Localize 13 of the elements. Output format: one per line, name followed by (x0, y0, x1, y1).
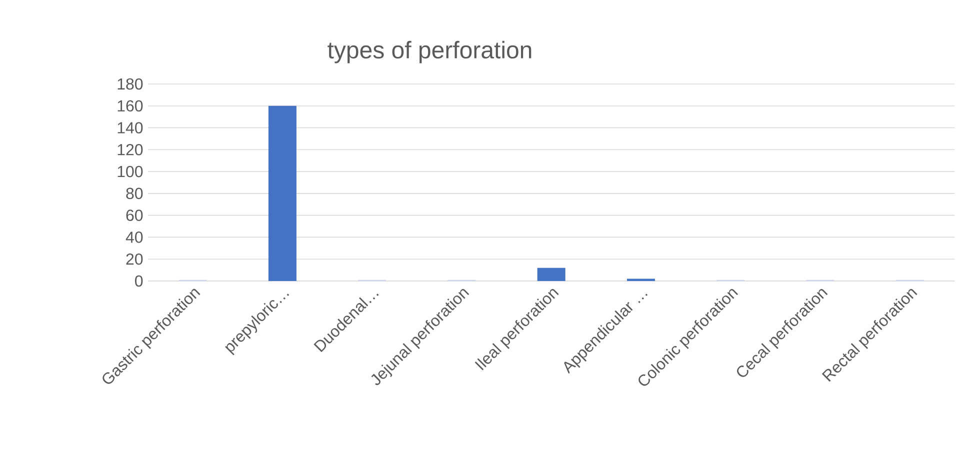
y-tick-label: 100 (118, 166, 143, 178)
y-tick-label: 20 (126, 253, 143, 265)
y-tick-label: 60 (126, 210, 143, 221)
y-tick-label: 160 (118, 100, 143, 112)
chart-title: types of perforation (328, 40, 532, 64)
y-tick-label: 80 (126, 188, 143, 200)
y-tick-label: 0 (135, 275, 143, 287)
y-tick-label: 40 (126, 232, 143, 243)
bar (268, 106, 296, 281)
y-tick-label: 140 (118, 122, 143, 134)
y-tick-label: 120 (118, 144, 143, 156)
y-tick-label: 180 (118, 78, 143, 90)
bar (537, 268, 566, 281)
